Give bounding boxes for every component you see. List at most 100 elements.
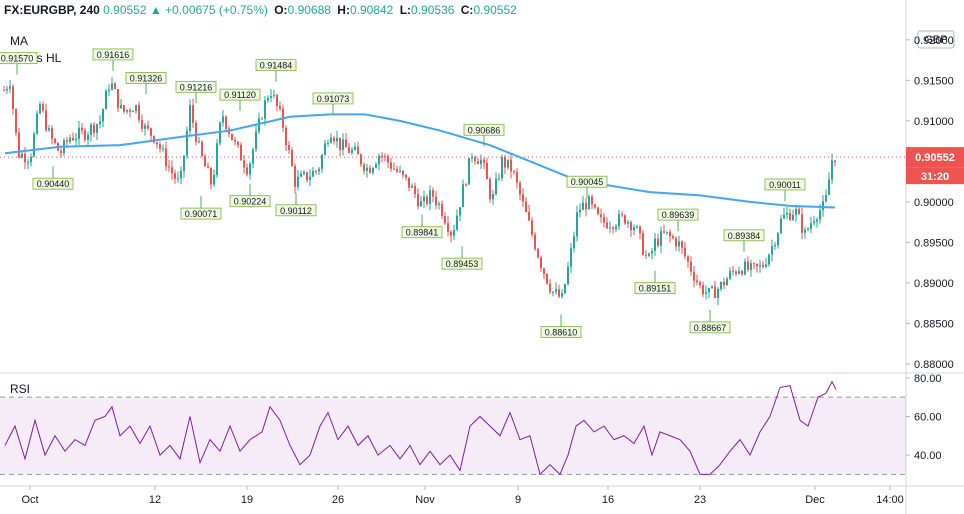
candle bbox=[690, 256, 692, 276]
candle bbox=[219, 121, 221, 146]
candle bbox=[603, 213, 605, 228]
pivot-value: 0.89453 bbox=[446, 259, 479, 269]
candle-body bbox=[483, 159, 485, 163]
candle bbox=[759, 259, 761, 273]
pivot-label: 0.89453 bbox=[441, 246, 483, 270]
pivot-box bbox=[229, 195, 271, 208]
candle-body bbox=[291, 150, 293, 166]
pivot-box bbox=[92, 48, 134, 61]
candle-body bbox=[675, 238, 677, 247]
candle-body bbox=[366, 167, 368, 171]
candle bbox=[675, 236, 677, 252]
candle bbox=[744, 258, 746, 276]
time-tick-label: Dec bbox=[805, 494, 825, 506]
candle-body bbox=[102, 109, 104, 122]
ma-study-label[interactable]: MA bbox=[10, 34, 28, 48]
candle bbox=[456, 209, 458, 231]
candle bbox=[564, 283, 566, 295]
candle-body bbox=[687, 256, 689, 262]
candle-body bbox=[810, 223, 812, 229]
candle bbox=[318, 167, 320, 176]
candle bbox=[474, 155, 476, 165]
candle-body bbox=[771, 246, 773, 255]
candle-body bbox=[6, 88, 8, 91]
candle-body bbox=[96, 124, 98, 133]
candle bbox=[450, 230, 452, 243]
candle-body bbox=[159, 144, 161, 149]
candle-body bbox=[66, 140, 68, 142]
candle bbox=[573, 231, 575, 253]
candle-body bbox=[777, 233, 779, 246]
candle bbox=[45, 103, 47, 132]
candle-body bbox=[339, 137, 341, 151]
candle-body bbox=[105, 90, 107, 110]
rsi-study-label[interactable]: RSI bbox=[10, 382, 31, 396]
pivot-value: 0.89841 bbox=[406, 228, 439, 238]
candle bbox=[567, 261, 569, 286]
candle bbox=[501, 154, 503, 182]
candle-body bbox=[672, 236, 674, 239]
candle bbox=[555, 282, 557, 295]
pivot-label: 0.89841 bbox=[401, 214, 443, 239]
candle bbox=[669, 229, 671, 243]
candle-body bbox=[141, 120, 143, 129]
candle-body bbox=[273, 95, 275, 97]
candle bbox=[774, 242, 776, 251]
candle-body bbox=[786, 213, 788, 215]
candle-body bbox=[108, 89, 110, 91]
candle bbox=[660, 226, 662, 253]
candle-body bbox=[153, 135, 155, 143]
candle bbox=[249, 161, 251, 180]
candle bbox=[375, 161, 377, 169]
candle bbox=[687, 255, 689, 268]
candle bbox=[90, 122, 92, 142]
candle bbox=[177, 171, 179, 183]
candle-body bbox=[702, 285, 704, 295]
candle-body bbox=[603, 217, 605, 223]
candle-body bbox=[126, 109, 128, 112]
candle bbox=[723, 277, 725, 290]
candle bbox=[828, 172, 830, 195]
candle bbox=[324, 139, 326, 156]
candle bbox=[624, 214, 626, 225]
high-label: H: bbox=[337, 3, 350, 17]
candle-body bbox=[690, 261, 692, 272]
candle-body bbox=[531, 220, 533, 235]
candle bbox=[729, 267, 731, 281]
candle-body bbox=[657, 238, 659, 246]
close-label: C: bbox=[460, 3, 474, 17]
candle bbox=[156, 142, 158, 149]
candle-body bbox=[192, 105, 194, 123]
candle-body bbox=[75, 138, 77, 141]
candle bbox=[681, 240, 683, 254]
pivot-label: 0.89384 bbox=[723, 229, 765, 252]
candle bbox=[132, 109, 134, 113]
candle bbox=[579, 203, 581, 218]
candle bbox=[609, 221, 611, 233]
candle-body bbox=[489, 179, 491, 200]
candle-body bbox=[504, 157, 506, 168]
candle bbox=[714, 280, 716, 299]
candle-body bbox=[429, 190, 431, 204]
candle bbox=[780, 214, 782, 235]
candle-body bbox=[522, 194, 524, 202]
candle-body bbox=[150, 128, 152, 136]
candle-body bbox=[186, 130, 188, 156]
candle-body bbox=[570, 248, 572, 267]
symbol-label[interactable]: FX:EURGBP, 240 bbox=[4, 3, 100, 17]
candle-body bbox=[396, 168, 398, 172]
candle-body bbox=[699, 282, 701, 286]
candle-body bbox=[693, 271, 695, 281]
candle-body bbox=[99, 121, 101, 125]
pivot-value: 0.91484 bbox=[260, 61, 293, 71]
candle-body bbox=[36, 113, 38, 134]
candle bbox=[561, 289, 563, 299]
pivot-box bbox=[32, 177, 74, 190]
candle-body bbox=[372, 167, 374, 173]
candle bbox=[405, 174, 407, 181]
candle-body bbox=[297, 176, 299, 187]
candle-body bbox=[3, 90, 5, 92]
candles bbox=[3, 77, 836, 305]
candle bbox=[408, 177, 410, 192]
